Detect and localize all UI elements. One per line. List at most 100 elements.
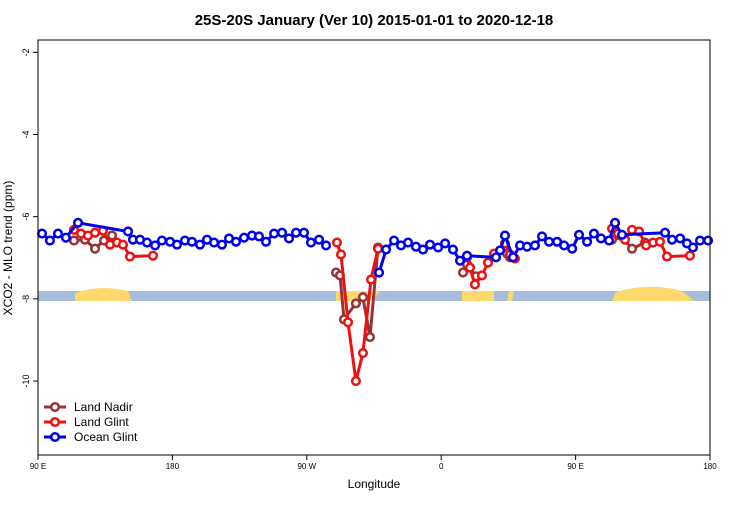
data-point [454, 255, 466, 266]
data-point [372, 243, 384, 254]
data-point [283, 233, 295, 244]
chart-title: 25S-20S January (Ver 10) 2015-01-01 to 2… [195, 12, 554, 29]
data-point [364, 332, 376, 343]
data-point [388, 235, 400, 246]
data-point [350, 375, 361, 387]
data-point [36, 228, 48, 239]
data-point [609, 217, 621, 228]
data-point [357, 292, 368, 303]
data-point [171, 239, 183, 250]
y-tick-label: -6 [21, 213, 31, 221]
data-point [60, 232, 71, 243]
land-patch [612, 286, 694, 301]
data-point [588, 228, 600, 239]
data-point [239, 232, 250, 243]
data-point [536, 231, 548, 242]
data-point [433, 242, 444, 253]
data-point [150, 240, 161, 251]
land-patch [507, 291, 514, 301]
data-point [44, 235, 55, 246]
land-patch [75, 287, 132, 301]
data-point [447, 244, 459, 255]
data-point [529, 240, 541, 251]
data-point [342, 317, 354, 328]
data-point [687, 242, 699, 253]
data-point [440, 238, 451, 249]
data-point [522, 241, 533, 252]
data-point [507, 252, 519, 263]
x-tick-label: 180 [166, 462, 180, 471]
data-point [464, 262, 476, 273]
data-point [335, 249, 347, 260]
plot-frame [37, 39, 711, 456]
data-point [350, 298, 361, 309]
data-point [559, 240, 570, 251]
data-point [616, 229, 628, 240]
data-point [89, 243, 101, 254]
y-tick-label: -2 [21, 48, 31, 56]
data-point [374, 267, 385, 278]
legend-marker [49, 416, 61, 428]
data-point [141, 237, 153, 248]
data-point [230, 236, 242, 247]
x-tick-label: 0 [439, 462, 444, 471]
data-point [321, 240, 332, 251]
data-point [305, 237, 317, 248]
data-point [567, 243, 578, 254]
data-point [661, 251, 673, 262]
data-point [660, 227, 671, 238]
data-point [573, 229, 585, 240]
data-point [381, 244, 392, 255]
data-point [402, 237, 414, 248]
x-tick-label: 90 E [567, 462, 583, 471]
legend-marker [49, 431, 61, 443]
x-tick-label: 90 W [297, 462, 316, 471]
x-axis-title: Longitude [348, 477, 401, 491]
legend-label: Ocean Glint [74, 430, 138, 444]
data-point [499, 230, 511, 241]
data-point [290, 227, 302, 238]
data-point [675, 233, 686, 244]
data-point [703, 235, 714, 246]
data-point [417, 244, 429, 255]
data-point [124, 251, 136, 262]
data-point [209, 237, 220, 248]
legend-marker [49, 401, 61, 413]
y-tick-label: -4 [21, 130, 31, 138]
data-point [194, 239, 206, 250]
data-point [89, 227, 101, 238]
data-point [667, 234, 678, 245]
data-point [357, 348, 368, 359]
y-axis-title: XCO2 - MLO trend (ppm) [1, 181, 15, 316]
data-point [147, 250, 159, 261]
data-point [424, 239, 436, 250]
x-tick-label: 90 E [30, 462, 46, 471]
data-point [117, 239, 129, 250]
data-point [186, 236, 198, 247]
data-point [216, 239, 228, 250]
data-point [543, 236, 555, 247]
data-point [457, 267, 469, 278]
legend-label: Land Glint [74, 415, 129, 429]
data-point [626, 243, 638, 254]
data-point [604, 235, 615, 246]
data-point [52, 228, 64, 239]
data-point [269, 228, 280, 239]
data-point [476, 270, 488, 281]
data-point [490, 252, 502, 263]
y-tick-label: -10 [21, 375, 31, 388]
data-point [253, 231, 265, 242]
x-tick-label: 180 [703, 462, 717, 471]
data-point [68, 235, 80, 246]
data-point [107, 230, 118, 241]
data-point [313, 234, 325, 245]
data-point [461, 250, 473, 261]
data-point [684, 250, 696, 261]
data-point [654, 236, 666, 247]
data-point [260, 236, 272, 247]
data-point [365, 274, 377, 285]
data-point [694, 235, 706, 246]
data-point [72, 217, 84, 228]
